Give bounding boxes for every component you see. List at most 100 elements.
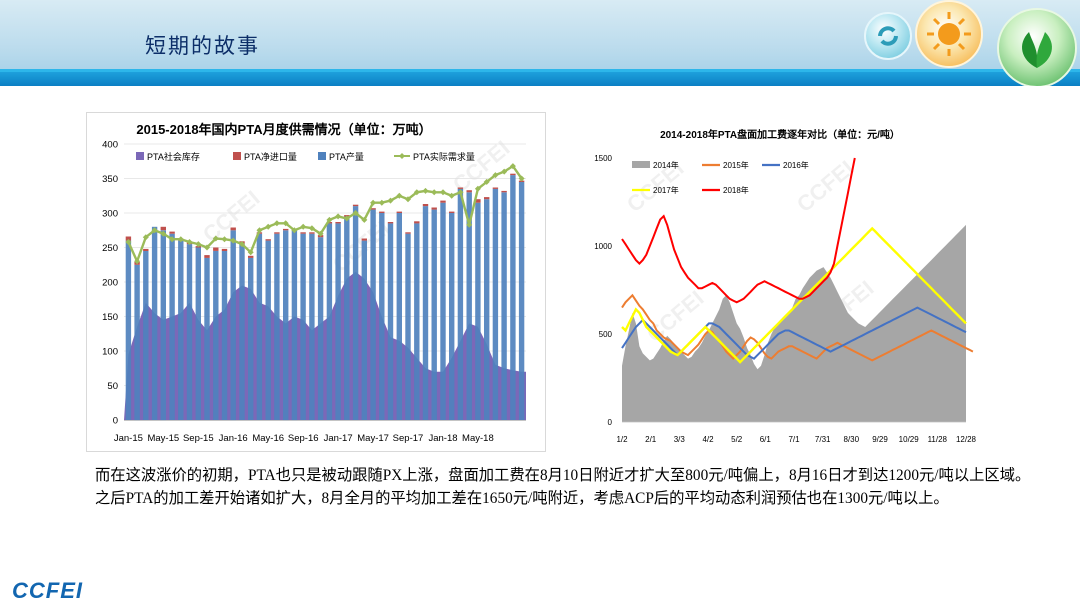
demand-point xyxy=(361,216,368,223)
production-bar xyxy=(431,209,437,420)
demand-point xyxy=(396,192,403,199)
production-bar xyxy=(178,240,184,420)
y-tick-label: 200 xyxy=(102,278,118,289)
legend-swatch xyxy=(318,152,326,160)
net-import-bar xyxy=(230,227,236,231)
production-bar xyxy=(300,233,306,420)
production-bar xyxy=(370,209,376,420)
demand-point xyxy=(457,189,464,196)
x-tick-label: 12/28 xyxy=(956,435,977,444)
production-bar xyxy=(405,233,411,420)
demand-point xyxy=(134,258,141,265)
demand-point xyxy=(160,230,167,237)
production-bar xyxy=(186,244,193,420)
production-bar xyxy=(449,213,455,420)
demand-point xyxy=(335,213,342,220)
bar-series xyxy=(125,173,525,421)
net-import-bar xyxy=(160,226,166,231)
x-axis-ticks: 1/2 2/1 3/3 4/2 5/2 6/1 7/1 7/31 8/30 9/29 10/29 11… xyxy=(616,421,977,444)
slide-title: 短期的故事 xyxy=(145,34,260,58)
production-bar xyxy=(501,192,507,420)
production-bar xyxy=(414,223,420,420)
demand-point xyxy=(195,241,202,248)
x-tick-label: 5/2 xyxy=(731,435,743,444)
legend: PTA社会库存 PTA净进口量 PTA产量 PTA实际需求量 xyxy=(136,151,475,162)
production-bar xyxy=(239,244,245,420)
legend-label: PTA净进口量 xyxy=(244,151,297,162)
legend-label: 2014年 xyxy=(653,160,679,170)
x-tick-label: Jan-18 xyxy=(428,433,457,444)
production-bar xyxy=(457,188,464,420)
net-import-bar xyxy=(335,222,341,224)
x-tick-label: May-18 xyxy=(462,433,494,444)
production-bar xyxy=(352,206,359,420)
net-import-bar xyxy=(414,221,420,224)
production-bar xyxy=(422,206,429,420)
x-axis-ticks: Jan-15 May-15 Sep-15 Jan-16 May-16 Sep-16 Jan-… xyxy=(114,433,494,444)
demand-line xyxy=(125,163,525,265)
legend-label: 2017年 xyxy=(653,185,679,195)
x-tick-label: Sep-16 xyxy=(288,433,319,444)
production-bar xyxy=(291,230,298,421)
legend-label: PTA产量 xyxy=(329,151,364,162)
demand-point xyxy=(169,236,176,243)
header-banner: 短期的故事 xyxy=(0,0,1080,86)
production-bar xyxy=(265,240,271,420)
x-tick-label: 4/2 xyxy=(702,435,714,444)
net-import-bar xyxy=(449,211,455,213)
x-tick-label: 10/29 xyxy=(899,435,920,444)
x-tick-label: Jan-15 xyxy=(114,433,143,444)
production-bar xyxy=(195,247,201,420)
production-bar xyxy=(466,192,472,420)
net-import-bar xyxy=(484,197,490,200)
production-bar xyxy=(125,240,132,420)
net-import-bar xyxy=(501,190,507,193)
x-tick-label: 9/29 xyxy=(872,435,888,444)
production-bar xyxy=(344,216,350,420)
production-bar xyxy=(492,188,499,420)
chart-title: 2015-2018年国内PTA月度供需情况（单位：万吨） xyxy=(136,122,431,137)
x-tick-label: Sep-15 xyxy=(183,433,214,444)
net-import-bar xyxy=(361,238,367,241)
processing-fee-chart: 2014-2018年PTA盘面加工费逐年对比（单位：元/吨） CCFEI CCFE… xyxy=(590,112,990,452)
header-accent-line xyxy=(0,69,1080,72)
production-bar xyxy=(396,213,402,420)
x-tick-label: 7/1 xyxy=(788,435,800,444)
x-tick-label: May-16 xyxy=(252,433,284,444)
series-line-4 xyxy=(621,157,856,304)
production-bar xyxy=(213,250,219,420)
production-bar xyxy=(518,181,525,420)
production-bar xyxy=(221,250,228,420)
demand-point xyxy=(352,210,359,216)
logo-text: CCFEI xyxy=(12,578,83,602)
legend-swatch xyxy=(632,161,650,168)
series-area-0 xyxy=(622,224,966,422)
demand-point xyxy=(317,230,324,237)
net-import-bar xyxy=(300,232,306,234)
recycle-orb-icon xyxy=(864,12,912,60)
chart-title: 2014-2018年PTA盘面加工费逐年对比（单位：元/吨） xyxy=(660,128,900,141)
processing-fee-chart-svg: 2014-2018年PTA盘面加工费逐年对比（单位：元/吨） CCFEI CCFE… xyxy=(594,128,977,444)
net-import-bar xyxy=(405,232,411,234)
production-bar xyxy=(379,213,385,420)
net-import-bar xyxy=(125,236,132,241)
demand-point xyxy=(413,189,420,196)
production-bar xyxy=(256,233,263,420)
net-import-bar xyxy=(379,211,385,213)
header-band xyxy=(0,72,1080,86)
demand-point xyxy=(186,239,193,245)
legend: 2014年 2015年 2016年 2017年 2018年 xyxy=(632,160,809,195)
watermark-text: CCFEI xyxy=(642,285,709,347)
net-import-bar xyxy=(213,247,219,251)
y-tick-label: 1500 xyxy=(594,154,612,163)
demand-point xyxy=(239,241,245,248)
production-bar xyxy=(309,233,315,420)
supply-demand-chart-svg: 2015-2018年国内PTA月度供需情况（单位：万吨） CCFEI CCFEIC… xyxy=(86,112,546,452)
x-tick-label: 2/1 xyxy=(645,435,657,444)
y-tick-label: 0 xyxy=(608,418,613,427)
y-tick-label: 1000 xyxy=(594,242,612,251)
demand-point xyxy=(151,227,158,234)
demand-point xyxy=(448,192,455,199)
x-tick-label: 11/28 xyxy=(928,435,948,444)
demand-point xyxy=(422,187,429,194)
